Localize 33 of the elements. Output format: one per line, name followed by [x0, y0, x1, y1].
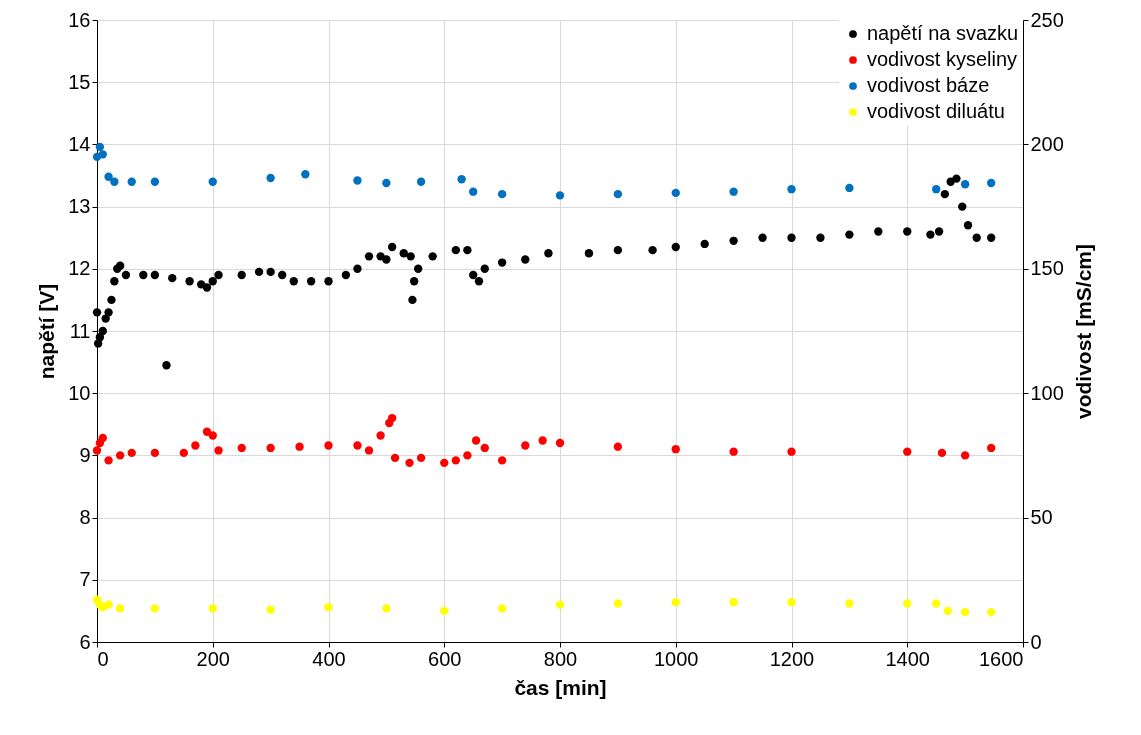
x-tick-label: 0	[97, 647, 109, 670]
y2-tick-label: 100	[1030, 381, 1064, 404]
y-tick-label: 11	[69, 319, 91, 342]
y-tick-label: 7	[79, 568, 91, 591]
x-tick-label: 1000	[654, 647, 699, 670]
y-axis-title: napětí [V]	[35, 283, 59, 380]
y-tick-label: 16	[68, 8, 91, 31]
y2-tick-label: 200	[1030, 132, 1064, 155]
y2-axis-title: vodivost [mS/cm]	[1071, 243, 1095, 420]
y-tick-label: 14	[68, 132, 91, 155]
y2-tick-label: 0	[1030, 630, 1042, 653]
x-tick-label: 1600	[979, 647, 1024, 670]
x-axis-title: čas [min]	[514, 675, 607, 699]
y2-tick-label: 150	[1030, 257, 1064, 280]
y-tick-label: 9	[79, 443, 91, 466]
y-tick-label: 13	[68, 195, 91, 218]
legend-label: vodivost báze	[867, 74, 990, 96]
legend-label: vodivost kyseliny	[867, 48, 1018, 70]
y2-tick-label: 250	[1030, 8, 1064, 31]
legend-label: vodivost diluátu	[867, 100, 1005, 122]
x-tick-label: 400	[312, 647, 346, 670]
y2-tick-label: 50	[1030, 506, 1053, 529]
y-tick-label: 15	[68, 70, 91, 93]
x-tick-label: 1400	[885, 647, 930, 670]
y-tick-label: 10	[68, 381, 91, 404]
x-tick-label: 1200	[769, 647, 815, 670]
y-tick-label: 6	[79, 630, 91, 653]
x-tick-label: 800	[543, 647, 578, 670]
y-tick-label: 8	[79, 506, 91, 529]
x-tick-label: 200	[196, 647, 230, 670]
x-tick-label: 600	[428, 647, 462, 670]
legend-label: napětí na svazku	[867, 22, 1019, 44]
y-tick-label: 12	[68, 257, 91, 280]
